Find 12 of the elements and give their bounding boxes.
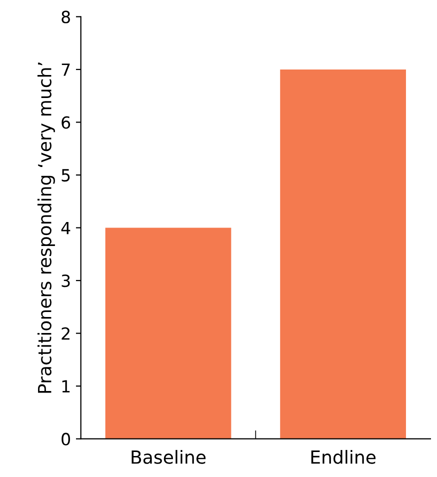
- y-tick-label: 4: [61, 222, 70, 234]
- x-tick-label: Endline: [311, 450, 376, 464]
- y-tick-label: 8: [62, 10, 70, 24]
- y-axis-title: Practitioners responding ‘very much’: [37, 62, 55, 393]
- y-tick-label: 7: [62, 64, 70, 76]
- x-tick-label: Baseline: [132, 450, 206, 464]
- y-tick-label: 0: [62, 432, 70, 446]
- y-tick-label: 6: [62, 116, 70, 129]
- y-tick-label: 1: [62, 380, 70, 392]
- y-tick-label: 2: [62, 327, 70, 340]
- y-tick-label: 5: [62, 169, 70, 182]
- y-tick-label: 3: [62, 274, 70, 288]
